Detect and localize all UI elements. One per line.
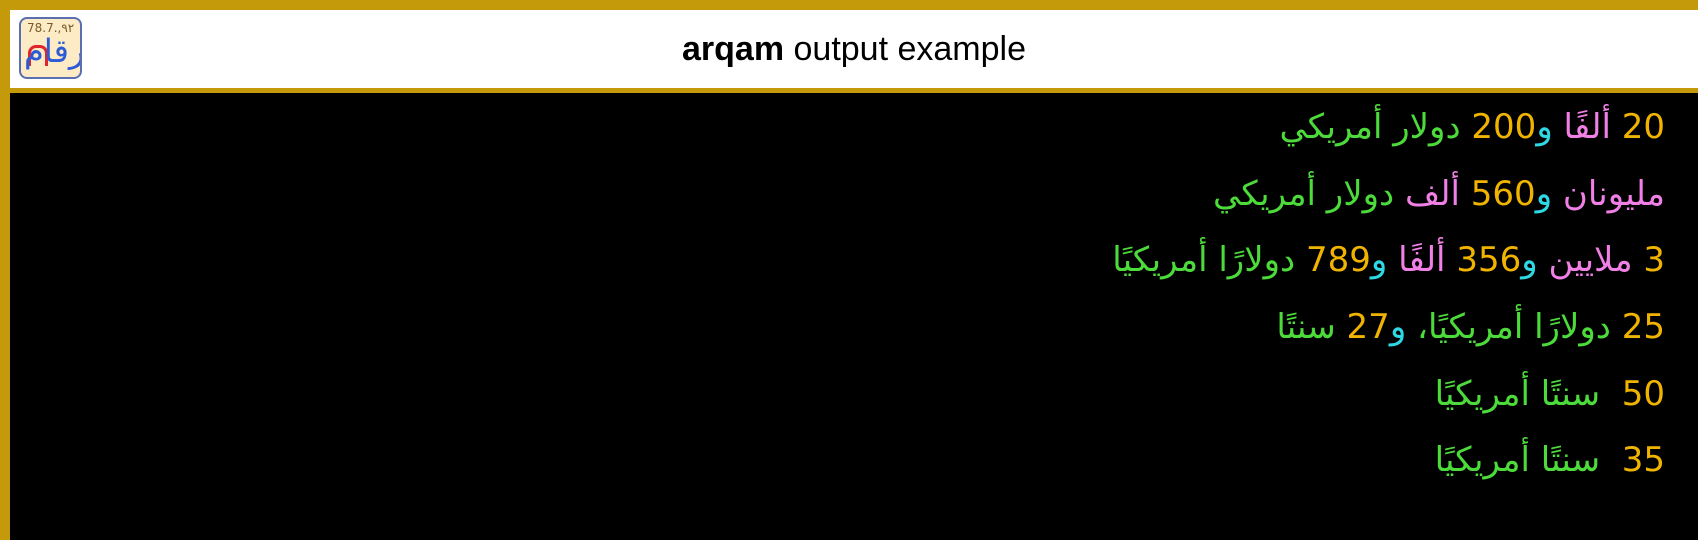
header-bar: 78.7.,٩٢ أرقام arqam output example: [10, 10, 1698, 88]
output-panel: 20 ألفًا و200 دولار أمريكي مليونان و560 …: [10, 93, 1698, 540]
output-line-2: مليونان و560 ألف دولار أمريكي: [1213, 169, 1665, 219]
currency-words: دولارًا أمريكيًا: [1112, 240, 1306, 280]
arqam-logo: 78.7.,٩٢ أرقام: [19, 17, 82, 79]
number: 560: [1470, 174, 1536, 214]
conjunction: و: [1370, 240, 1388, 280]
title-brand: arqam: [682, 30, 785, 68]
currency-words: دولار أمريكي: [1212, 174, 1405, 214]
magnitude-word: ألفًا: [1387, 240, 1457, 280]
number: 20: [1621, 107, 1665, 147]
magnitude-word: ملايين: [1537, 240, 1644, 280]
output-line-5: 50 سنتًا أمريكيًا: [1435, 369, 1665, 419]
currency-words: سنتًا أمريكيًا: [1434, 440, 1622, 480]
number: 27: [1346, 307, 1390, 347]
currency-words: سنتًا: [1276, 307, 1347, 347]
currency-words: دولارًا أمريكيًا،: [1406, 307, 1622, 347]
magnitude-word: ألفًا: [1552, 107, 1622, 147]
number: 25: [1621, 307, 1665, 347]
number: 356: [1456, 240, 1522, 280]
magnitude-word: ألف: [1404, 174, 1471, 214]
page-title: arqam output example: [10, 10, 1698, 88]
conjunction: و: [1536, 107, 1553, 147]
number: 3: [1643, 240, 1665, 280]
title-rest: output example: [784, 30, 1027, 68]
number: 789: [1306, 240, 1371, 280]
number: 35: [1621, 440, 1665, 480]
output-line-6: 35 سنتًا أمريكيًا: [1435, 435, 1665, 485]
logo-digits: 78.7.,٩٢: [27, 21, 75, 35]
output-line-3: 3 ملايين و356 ألفًا و789 دولارًا أمريكيً…: [1112, 235, 1665, 285]
output-line-1: 20 ألفًا و200 دولار أمريكي: [1279, 102, 1665, 152]
conjunction: و: [1389, 307, 1407, 347]
output-line-4: 25 دولارًا أمريكيًا، و27 سنتًا: [1276, 302, 1665, 352]
logo-word: أرقام: [24, 32, 80, 70]
conjunction: و: [1535, 174, 1553, 214]
number: 50: [1621, 374, 1665, 414]
currency-words: سنتًا أمريكيًا: [1434, 374, 1622, 414]
currency-words: دولار أمريكي: [1279, 107, 1472, 147]
magnitude-word: مليونان: [1552, 174, 1665, 214]
number: 200: [1471, 107, 1537, 147]
logo-mark-icon: [28, 45, 48, 66]
conjunction: و: [1521, 240, 1538, 280]
